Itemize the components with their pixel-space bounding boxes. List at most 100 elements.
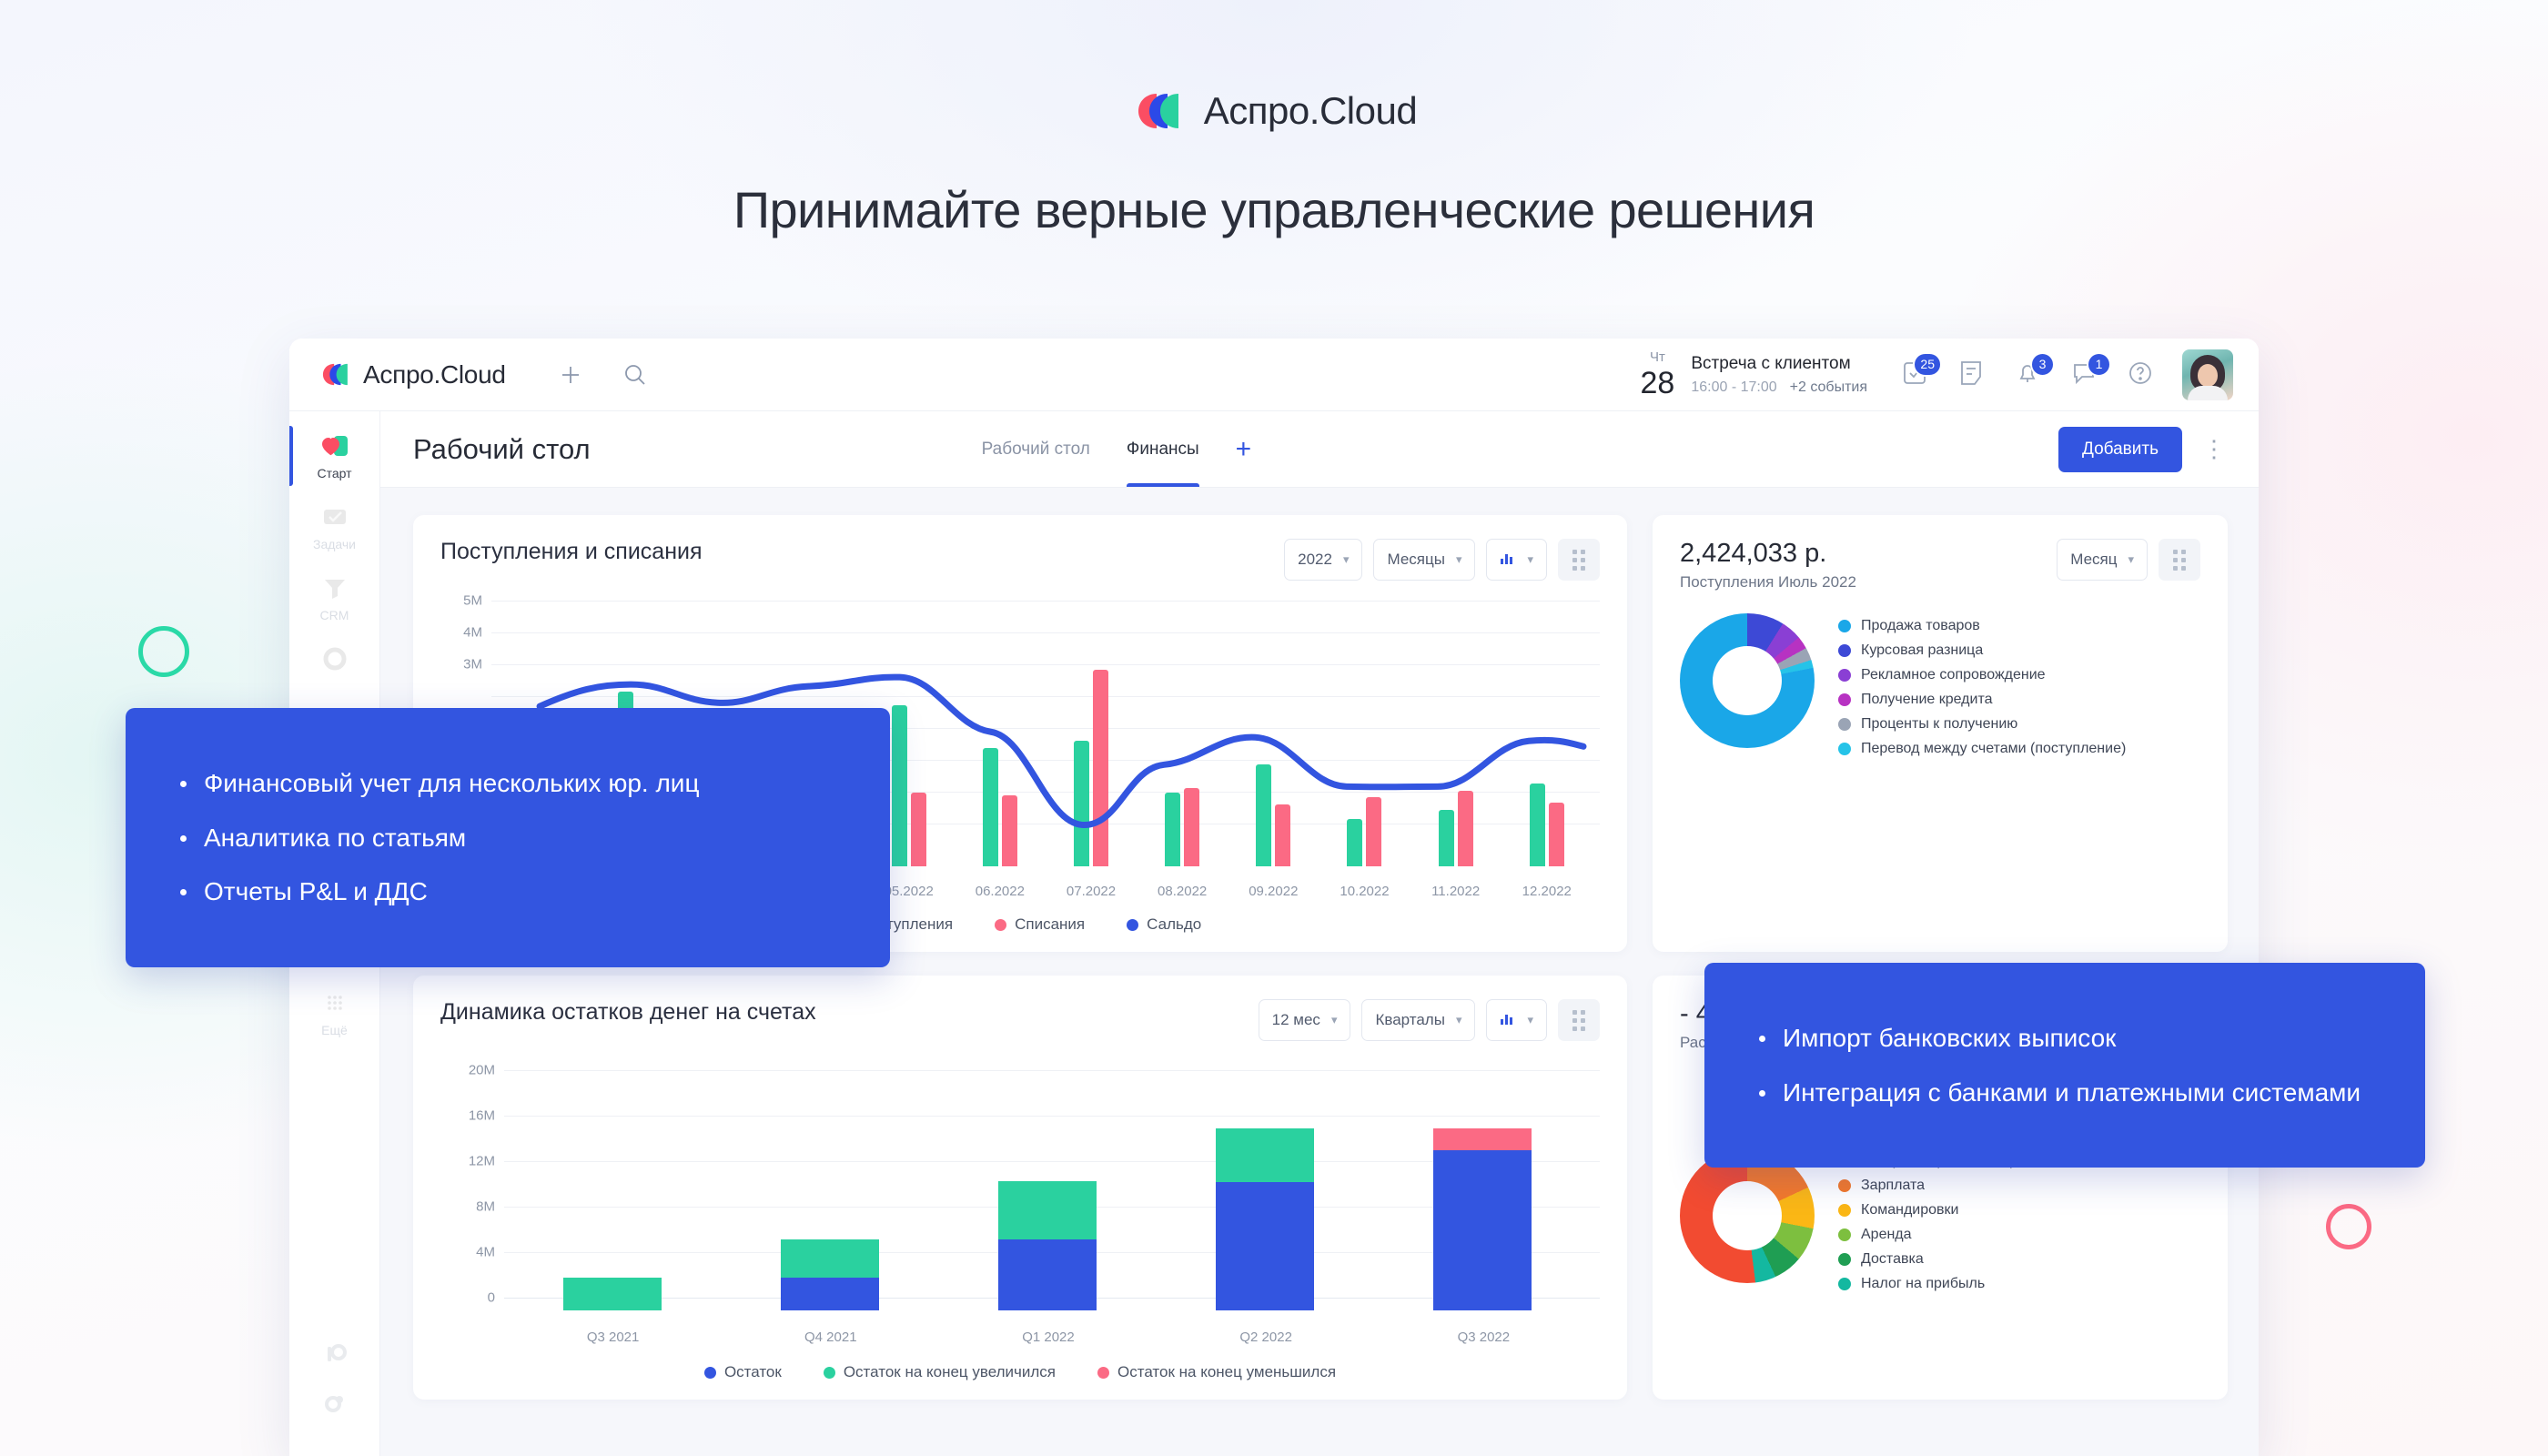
legend-label: Командировки: [1861, 1202, 1959, 1218]
sidebar-item-crm[interactable]: CRM: [289, 562, 379, 633]
bar-group: [1347, 797, 1382, 866]
donut-legend: Продажа товаров Курсовая разница Рекламн…: [1838, 613, 2126, 758]
chevron-down-icon: ▾: [1527, 552, 1533, 566]
sidebar-item-more[interactable]: Ещё: [289, 977, 379, 1048]
donut-chart-expense: Товары, сырье и материалы Зарплата Коман…: [1680, 1148, 2200, 1381]
bell-icon[interactable]: 3: [2013, 351, 2055, 391]
legend-item: Остаток: [703, 1363, 782, 1381]
y-axis-label: 0: [487, 1289, 495, 1306]
donut-chart-income: Продажа товаров Курсовая разница Рекламн…: [1680, 613, 2200, 934]
chevron-down-icon: ▾: [1455, 1013, 1462, 1026]
app-topbar: Аспро.Cloud Чт 28 Встреча с клиентом: [289, 339, 2259, 411]
legend-label: Перевод между счетами (поступление): [1861, 741, 2127, 756]
tab-finance[interactable]: Финансы: [1126, 411, 1199, 487]
legend-item: Командировки: [1838, 1201, 2053, 1219]
y-axis-label: 5M: [463, 592, 482, 609]
chart-type-select[interactable]: ▾: [1486, 999, 1547, 1041]
sidebar-item-label: Задачи: [312, 537, 356, 552]
more-grid-icon: [320, 989, 349, 1016]
bar-stack: [1432, 1128, 1532, 1310]
legend-item: Зарплата: [1838, 1177, 2053, 1195]
donut-graphic: [1680, 1148, 1815, 1283]
chart-stacked-bars: [504, 1070, 1591, 1310]
sidebar-bottom: [289, 1329, 379, 1429]
period-select[interactable]: Месяцы ▾: [1373, 539, 1476, 581]
income-total-amount: 2,424,033 р.: [1680, 539, 1827, 568]
legend-label: Проценты к получению: [1861, 716, 2018, 732]
sidebar-item-settings[interactable]: [289, 1379, 379, 1429]
legend-item: Сальдо: [1127, 915, 1201, 934]
chart-type-select[interactable]: ▾: [1486, 539, 1547, 581]
card-title: Динамика остатков денег на счетах: [440, 999, 816, 1025]
legend-label: Остаток на конец увеличился: [843, 1363, 1057, 1380]
y-axis-label: 20M: [468, 1062, 495, 1078]
bar-chart-icon: [1500, 551, 1516, 570]
cards-left-column: Поступления и списания 2022 ▾ Месяцы ▾: [413, 515, 1627, 1456]
chart-legend: Остаток Остаток на конец увеличился Оста…: [440, 1356, 1600, 1381]
content-header: Рабочий стол Рабочий стол Финансы + Доба…: [380, 411, 2259, 488]
legend-item: Остаток на конец уменьшился: [1097, 1363, 1336, 1381]
sidebar-item-projects[interactable]: [289, 633, 379, 690]
notes-icon[interactable]: [1956, 359, 1989, 391]
chat-icon[interactable]: 1: [2069, 351, 2111, 391]
event-day: 28: [1640, 366, 1675, 400]
drag-grip-icon[interactable]: [1558, 999, 1600, 1041]
x-axis-label: 10.2022: [1340, 884, 1390, 899]
legend-label: Остаток: [723, 1363, 782, 1380]
range-select[interactable]: 12 мес ▾: [1258, 999, 1351, 1041]
legend-item: Налог на прибыль: [1838, 1275, 2053, 1293]
chevron-down-icon: ▾: [1342, 552, 1350, 566]
tasks-check-icon[interactable]: 25: [1900, 351, 1942, 391]
bar-group: [1256, 764, 1291, 866]
more-vertical-icon[interactable]: ⋮: [2202, 435, 2228, 462]
brand-name: Аспро.Cloud: [1203, 89, 1418, 132]
tab-add-icon[interactable]: +: [1235, 433, 1252, 464]
sidebar-item-label: Ещё: [321, 1023, 348, 1038]
sidebar-item-tasks[interactable]: Задачи: [289, 491, 379, 562]
chevron-down-icon: ▾: [2128, 552, 2134, 566]
x-axis-label: Q4 2021: [804, 1330, 857, 1345]
bar-stack: [781, 1239, 880, 1310]
legend-label: Списания: [1015, 915, 1086, 933]
card-controls: Месяц ▾: [2057, 539, 2200, 581]
card-title: Поступления и списания: [440, 539, 703, 564]
sidebar-item-start[interactable]: Старт: [289, 420, 379, 491]
sidebar-item-profile[interactable]: [289, 1329, 379, 1379]
cards-right-column: 2,424,033 р. Поступления Июль 2022 Месяц…: [1653, 515, 2228, 1456]
event-more: +2 события: [1789, 379, 1867, 395]
crm-icon: [320, 574, 349, 602]
legend-label: Остаток на конец уменьшился: [1117, 1363, 1337, 1380]
legend-item: Перевод между счетами (поступление): [1838, 740, 2126, 758]
aspro-logo-icon-small: [318, 362, 353, 387]
period-select[interactable]: Кварталы ▾: [1361, 999, 1476, 1041]
event-info[interactable]: Встреча с клиентом 16:00 - 17:00 +2 собы…: [1691, 354, 1867, 396]
event-title: Встреча с клиентом: [1691, 353, 1851, 373]
content-page-title: Рабочий стол: [413, 432, 591, 465]
x-axis-label: Q2 2022: [1239, 1330, 1292, 1345]
month-select[interactable]: Месяц ▾: [2057, 539, 2148, 581]
bar-stack: [1215, 1128, 1314, 1310]
chart-line-saldo: [499, 590, 1592, 864]
event-subtitle: 16:00 - 17:00 +2 события: [1691, 379, 1867, 396]
y-axis-label: 4M: [476, 1244, 495, 1260]
topbar-brand-name: Аспро.Cloud: [363, 359, 506, 389]
year-select-value: 2022: [1298, 551, 1332, 568]
y-axis-label: 8M: [476, 1198, 495, 1215]
legend-item: Продажа товаров: [1838, 617, 2126, 635]
plus-icon[interactable]: [557, 361, 584, 389]
search-icon[interactable]: [622, 362, 648, 388]
help-icon[interactable]: [2126, 359, 2159, 391]
x-axis-label: Q3 2022: [1457, 1330, 1511, 1345]
donut-legend: Товары, сырье и материалы Зарплата Коман…: [1838, 1148, 2053, 1293]
avatar[interactable]: [2182, 349, 2233, 400]
x-axis-label: 07.2022: [1066, 884, 1117, 899]
tab-dashboard[interactable]: Рабочий стол: [981, 439, 1090, 459]
drag-grip-icon[interactable]: [2159, 539, 2200, 581]
add-button[interactable]: Добавить: [2058, 426, 2182, 472]
legend-label: Аренда: [1861, 1227, 1912, 1242]
card-header: Поступления и списания 2022 ▾ Месяцы ▾: [440, 539, 1600, 581]
start-icon: [320, 432, 349, 460]
drag-grip-icon[interactable]: [1558, 539, 1600, 581]
legend-label: Налог на прибыль: [1861, 1276, 1986, 1291]
year-select[interactable]: 2022 ▾: [1284, 539, 1363, 581]
